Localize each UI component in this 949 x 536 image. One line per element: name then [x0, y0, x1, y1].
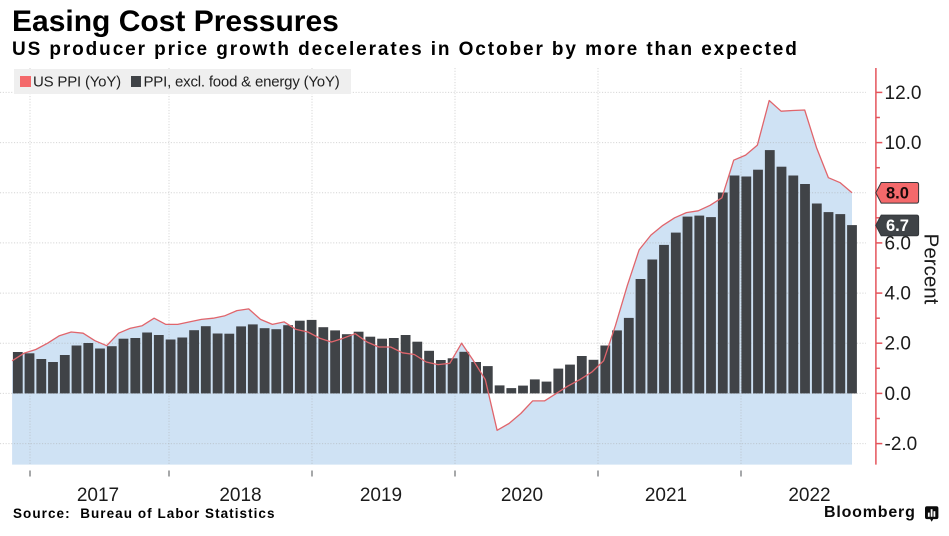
- svg-text:6.7: 6.7: [886, 217, 909, 235]
- svg-text:2.0: 2.0: [885, 334, 911, 355]
- svg-text:2018: 2018: [219, 485, 261, 506]
- svg-text:2020: 2020: [501, 485, 543, 506]
- svg-text:12.0: 12.0: [885, 83, 922, 104]
- svg-text:6.0: 6.0: [885, 233, 911, 254]
- svg-text:2017: 2017: [77, 485, 119, 506]
- svg-text:2019: 2019: [360, 485, 402, 506]
- svg-text:10.0: 10.0: [885, 133, 922, 154]
- svg-text:8.0: 8.0: [886, 185, 909, 203]
- svg-text:Percent: Percent: [920, 234, 943, 305]
- svg-text:2022: 2022: [788, 485, 830, 506]
- svg-text:-2.0: -2.0: [885, 434, 918, 455]
- svg-text:0.0: 0.0: [885, 384, 911, 405]
- svg-text:2021: 2021: [645, 485, 687, 506]
- svg-text:4.0: 4.0: [885, 284, 911, 305]
